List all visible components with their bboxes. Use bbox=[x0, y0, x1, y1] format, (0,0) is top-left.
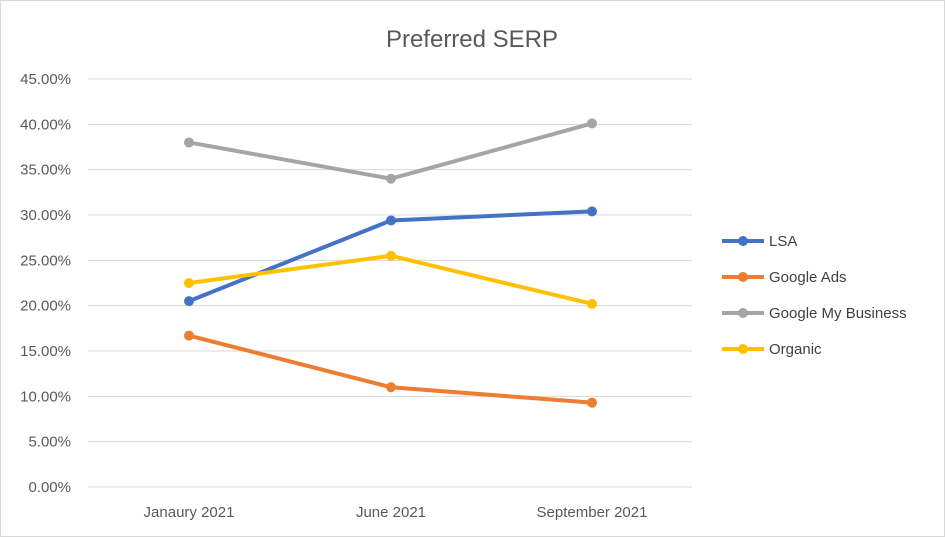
legend-swatch-marker bbox=[738, 236, 748, 246]
series-line bbox=[187, 253, 594, 306]
y-tick-label: 30.00% bbox=[20, 207, 71, 224]
series-line bbox=[187, 121, 594, 181]
legend-label: LSA bbox=[769, 233, 797, 250]
legend-swatch-marker bbox=[738, 308, 748, 318]
data-point bbox=[587, 397, 597, 408]
x-tick-label: June 2021 bbox=[356, 504, 426, 521]
data-point bbox=[386, 250, 396, 261]
data-point bbox=[587, 118, 597, 129]
data-point bbox=[184, 137, 194, 148]
series-google-my-business bbox=[184, 118, 597, 184]
legend-swatch-marker bbox=[738, 272, 748, 282]
grid-lines bbox=[88, 78, 692, 488]
data-point bbox=[587, 298, 597, 309]
series-organic bbox=[184, 250, 597, 309]
y-tick-label: 45.00% bbox=[20, 71, 71, 88]
legend-item: Google My Business bbox=[722, 305, 907, 322]
data-point bbox=[184, 278, 194, 288]
x-tick-label: September 2021 bbox=[537, 504, 648, 521]
data-point bbox=[386, 173, 396, 184]
y-tick-label: 40.00% bbox=[20, 116, 71, 133]
y-tick-label: 25.00% bbox=[20, 252, 71, 269]
series-google-ads bbox=[184, 330, 597, 408]
y-tick-label: 15.00% bbox=[20, 343, 71, 360]
legend-swatch-marker bbox=[738, 344, 748, 354]
data-point bbox=[386, 215, 396, 226]
legend-label: Google Ads bbox=[769, 269, 847, 286]
legend-label: Google My Business bbox=[769, 305, 907, 322]
y-axis-ticks: 0.00% 5.00% 10.00% 15.00% 20.00% 25.00% 30.00%… bbox=[20, 71, 71, 496]
y-tick-label: 5.00% bbox=[28, 434, 71, 451]
y-tick-label: 10.00% bbox=[20, 388, 71, 405]
data-point bbox=[184, 296, 194, 307]
y-tick-label: 0.00% bbox=[28, 479, 71, 496]
x-tick-label: Janaury 2021 bbox=[144, 504, 235, 521]
legend-item: LSA bbox=[722, 233, 797, 250]
data-point bbox=[386, 382, 396, 393]
chart-title: Preferred SERP bbox=[386, 26, 558, 53]
series-line bbox=[187, 333, 594, 405]
y-tick-label: 35.00% bbox=[20, 162, 71, 179]
series-lines bbox=[184, 118, 597, 408]
data-point bbox=[184, 330, 194, 341]
data-point bbox=[587, 206, 597, 217]
x-axis-ticks: Janaury 2021 June 2021 September 2021 bbox=[144, 504, 648, 521]
legend-item: Google Ads bbox=[722, 269, 847, 286]
legend-label: Organic bbox=[769, 341, 822, 358]
legend-item: Organic bbox=[722, 341, 822, 358]
legend: LSA Google Ads Google My Business Organic bbox=[722, 233, 907, 358]
y-tick-label: 20.00% bbox=[20, 298, 71, 315]
